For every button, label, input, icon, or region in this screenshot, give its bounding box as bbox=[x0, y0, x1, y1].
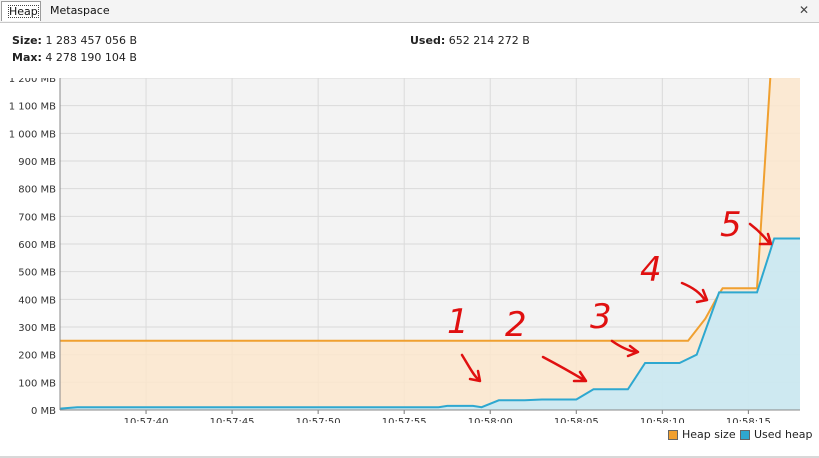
annotation-number-3: 3 bbox=[590, 297, 612, 337]
y-tick-label: 200 MB bbox=[18, 351, 56, 362]
size-value: 1 283 457 056 B bbox=[45, 34, 137, 47]
y-tick-label: 0 MB bbox=[31, 406, 56, 417]
x-tick-label: 10:58:05 bbox=[554, 417, 599, 423]
y-tick-label: 1 000 MB bbox=[9, 129, 56, 140]
used-label: Used: bbox=[410, 34, 446, 47]
annotation-number-4: 4 bbox=[640, 250, 662, 290]
x-tick-label: 10:58:15 bbox=[726, 417, 771, 423]
bottom-border bbox=[0, 456, 819, 458]
x-tick-label: 10:57:45 bbox=[210, 417, 255, 423]
legend-used-heap: Used heap bbox=[740, 428, 813, 441]
annotation-arrow-5 bbox=[748, 222, 773, 246]
annotation-number-5: 5 bbox=[720, 205, 742, 245]
max-label: Max: bbox=[12, 51, 42, 64]
legend-heap-size-swatch bbox=[668, 429, 678, 440]
used-stat: Used: 652 214 272 B bbox=[410, 34, 530, 47]
legend-used-heap-label: Used heap bbox=[754, 428, 813, 441]
legend-heap-size: Heap size bbox=[668, 428, 736, 441]
y-tick-label: 300 MB bbox=[18, 323, 56, 334]
legend-heap-size-label: Heap size bbox=[682, 428, 736, 441]
tab-bar: Heap Metaspace ✕ bbox=[0, 0, 819, 23]
annotation-arrow-3 bbox=[610, 339, 640, 358]
x-tick-label: 10:58:10 bbox=[640, 417, 685, 423]
used-heap-line bbox=[59, 237, 800, 410]
tab-metaspace[interactable]: Metaspace bbox=[44, 1, 116, 21]
size-stat: Size: 1 283 457 056 B bbox=[12, 34, 137, 47]
annotation-number-1: 1 bbox=[447, 302, 469, 342]
tab-heap[interactable]: Heap bbox=[1, 1, 41, 21]
annotation-arrow-4 bbox=[680, 281, 709, 304]
y-tick-label: 100 MB bbox=[18, 378, 56, 389]
y-tick-label: 900 MB bbox=[18, 157, 56, 168]
legend-used-heap-swatch bbox=[740, 429, 750, 440]
x-tick-label: 10:58:00 bbox=[468, 417, 513, 423]
x-tick-label: 10:57:50 bbox=[296, 417, 341, 423]
y-tick-label: 1 100 MB bbox=[9, 102, 56, 113]
used-heap-area bbox=[60, 238, 800, 410]
y-tick-label: 600 MB bbox=[18, 240, 56, 251]
heap-size-line bbox=[60, 78, 772, 342]
annotation-arrow-1 bbox=[460, 353, 482, 383]
x-tick-label: 10:57:55 bbox=[382, 417, 427, 423]
close-icon[interactable]: ✕ bbox=[798, 3, 809, 17]
annotation-number-2: 2 bbox=[505, 305, 527, 345]
tab-heap-label: Heap bbox=[8, 5, 39, 18]
tab-metaspace-label: Metaspace bbox=[50, 4, 110, 17]
max-value: 4 278 190 104 B bbox=[45, 51, 137, 64]
y-tick-label: 700 MB bbox=[18, 212, 56, 223]
y-tick-label: 1 200 MB bbox=[9, 78, 56, 85]
y-tick-label: 500 MB bbox=[18, 268, 56, 279]
used-value: 652 214 272 B bbox=[448, 34, 530, 47]
y-tick-label: 800 MB bbox=[18, 185, 56, 196]
x-tick-label: 10:57:40 bbox=[124, 417, 169, 423]
y-tick-label: 400 MB bbox=[18, 295, 56, 306]
heap-chart: 0 MB 100 MB 200 MB 300 MB 400 MB 500 MB 600 MB… bbox=[9, 78, 800, 423]
max-stat: Max: 4 278 190 104 B bbox=[12, 51, 137, 64]
size-label: Size: bbox=[12, 34, 42, 47]
annotation-arrow-2 bbox=[541, 355, 588, 383]
